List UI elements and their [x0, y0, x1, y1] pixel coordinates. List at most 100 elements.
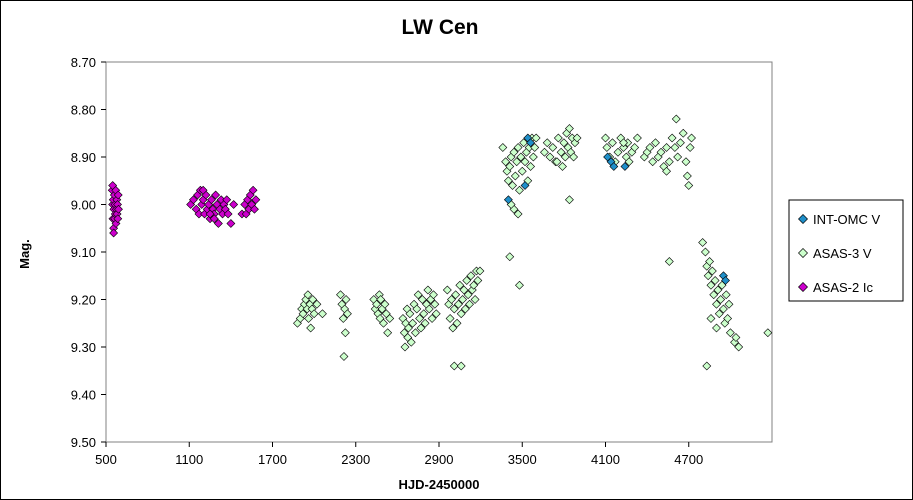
data-point [503, 176, 513, 186]
data-point [664, 157, 674, 167]
legend: INT-OMC V ASAS-3 V ASAS-2 Ic [788, 199, 904, 302]
data-point [706, 314, 716, 323]
data-point [424, 304, 434, 314]
data-point [706, 280, 716, 290]
data-point [702, 361, 712, 371]
data-point [339, 352, 349, 361]
data-point [380, 299, 390, 309]
data-point [114, 204, 123, 214]
data-point [710, 276, 720, 285]
data-point [602, 143, 612, 152]
data-point [413, 290, 423, 300]
x-tick-label: 4100 [591, 452, 620, 467]
data-point [698, 238, 708, 247]
data-point [309, 309, 319, 319]
data-point [520, 157, 530, 167]
data-point [723, 314, 733, 323]
data-point [460, 304, 470, 314]
data-point [226, 219, 236, 228]
data-point [475, 266, 485, 276]
data-point [400, 342, 410, 352]
data-point [501, 157, 511, 167]
data-point [526, 138, 535, 148]
data-point [205, 209, 215, 219]
data-point [222, 195, 232, 205]
data-point [454, 299, 463, 309]
data-point [248, 185, 258, 195]
data-point [338, 314, 348, 323]
data-point [336, 290, 345, 300]
data-point [512, 157, 522, 167]
data-point [700, 247, 710, 257]
data-point [520, 181, 530, 190]
data-point [448, 323, 458, 333]
data-point [716, 295, 726, 304]
data-point [430, 299, 440, 309]
x-tick-label: 3500 [508, 452, 537, 467]
series-asas-2-ic [107, 181, 261, 238]
data-point [470, 295, 480, 304]
data-point [558, 162, 567, 171]
data-point [113, 214, 123, 224]
data-point [712, 299, 721, 309]
data-point [510, 171, 520, 181]
data-point [676, 138, 685, 148]
data-point [383, 328, 393, 338]
data-point [662, 143, 671, 152]
data-point [312, 299, 322, 309]
data-point [465, 299, 474, 309]
data-point [251, 195, 261, 205]
data-point [565, 195, 574, 205]
data-point [721, 276, 730, 285]
y-tick-label: 9.20 [71, 293, 96, 308]
data-point [198, 185, 208, 195]
data-point [513, 143, 523, 152]
data-point [703, 271, 713, 281]
y-tick-label: 9.00 [71, 198, 96, 213]
data-point [545, 152, 555, 162]
data-point [505, 252, 515, 262]
data-point [513, 209, 523, 219]
data-point [515, 280, 524, 290]
data-point [734, 342, 744, 352]
data-point [304, 314, 313, 323]
legend-marker [798, 282, 808, 292]
data-point [662, 166, 671, 176]
data-point [406, 337, 416, 347]
data-point [188, 195, 198, 205]
data-point [449, 361, 459, 371]
data-point [517, 166, 527, 176]
y-axis-label: Mag. [17, 239, 32, 269]
x-tick-label: 1100 [175, 452, 203, 467]
data-point [560, 152, 570, 162]
data-point [673, 152, 683, 162]
data-point [685, 143, 695, 152]
y-axis: 8.70 8.80 8.90 9.00 9.10 9.20 9.30 9.40 9.50 [71, 55, 106, 450]
data-point [528, 152, 538, 162]
data-point [445, 314, 455, 323]
data-point [431, 309, 441, 319]
data-points [107, 114, 773, 371]
chart-title: LW Cen [402, 16, 479, 39]
data-point [498, 143, 508, 152]
data-point [412, 304, 422, 314]
y-tick-label: 9.40 [71, 388, 96, 403]
data-point [719, 304, 728, 314]
data-point [531, 133, 541, 143]
data-point [427, 314, 437, 323]
data-point [108, 181, 118, 190]
data-point [442, 285, 452, 295]
data-point [385, 314, 395, 323]
data-point [459, 285, 469, 295]
legend-box [788, 199, 904, 302]
y-tick-label: 9.30 [71, 340, 96, 355]
data-point [516, 152, 526, 162]
series-asas-3-v [293, 114, 773, 371]
data-point [548, 143, 558, 152]
legend-marker [798, 214, 808, 224]
data-point [449, 304, 459, 314]
x-tick-label: 500 [95, 452, 117, 467]
x-tick-label: 4700 [674, 452, 703, 467]
data-point [632, 133, 642, 143]
